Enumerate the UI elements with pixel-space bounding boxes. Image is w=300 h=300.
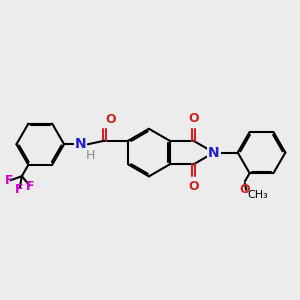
Text: H: H xyxy=(85,149,95,162)
Text: F: F xyxy=(26,180,34,193)
Text: CH₃: CH₃ xyxy=(247,190,268,200)
Text: O: O xyxy=(188,180,199,193)
Text: O: O xyxy=(106,113,116,126)
Text: O: O xyxy=(188,112,199,125)
Text: O: O xyxy=(240,183,250,196)
Text: F: F xyxy=(5,174,14,187)
Text: N: N xyxy=(75,137,87,151)
Text: N: N xyxy=(208,146,220,160)
Text: F: F xyxy=(15,183,24,196)
